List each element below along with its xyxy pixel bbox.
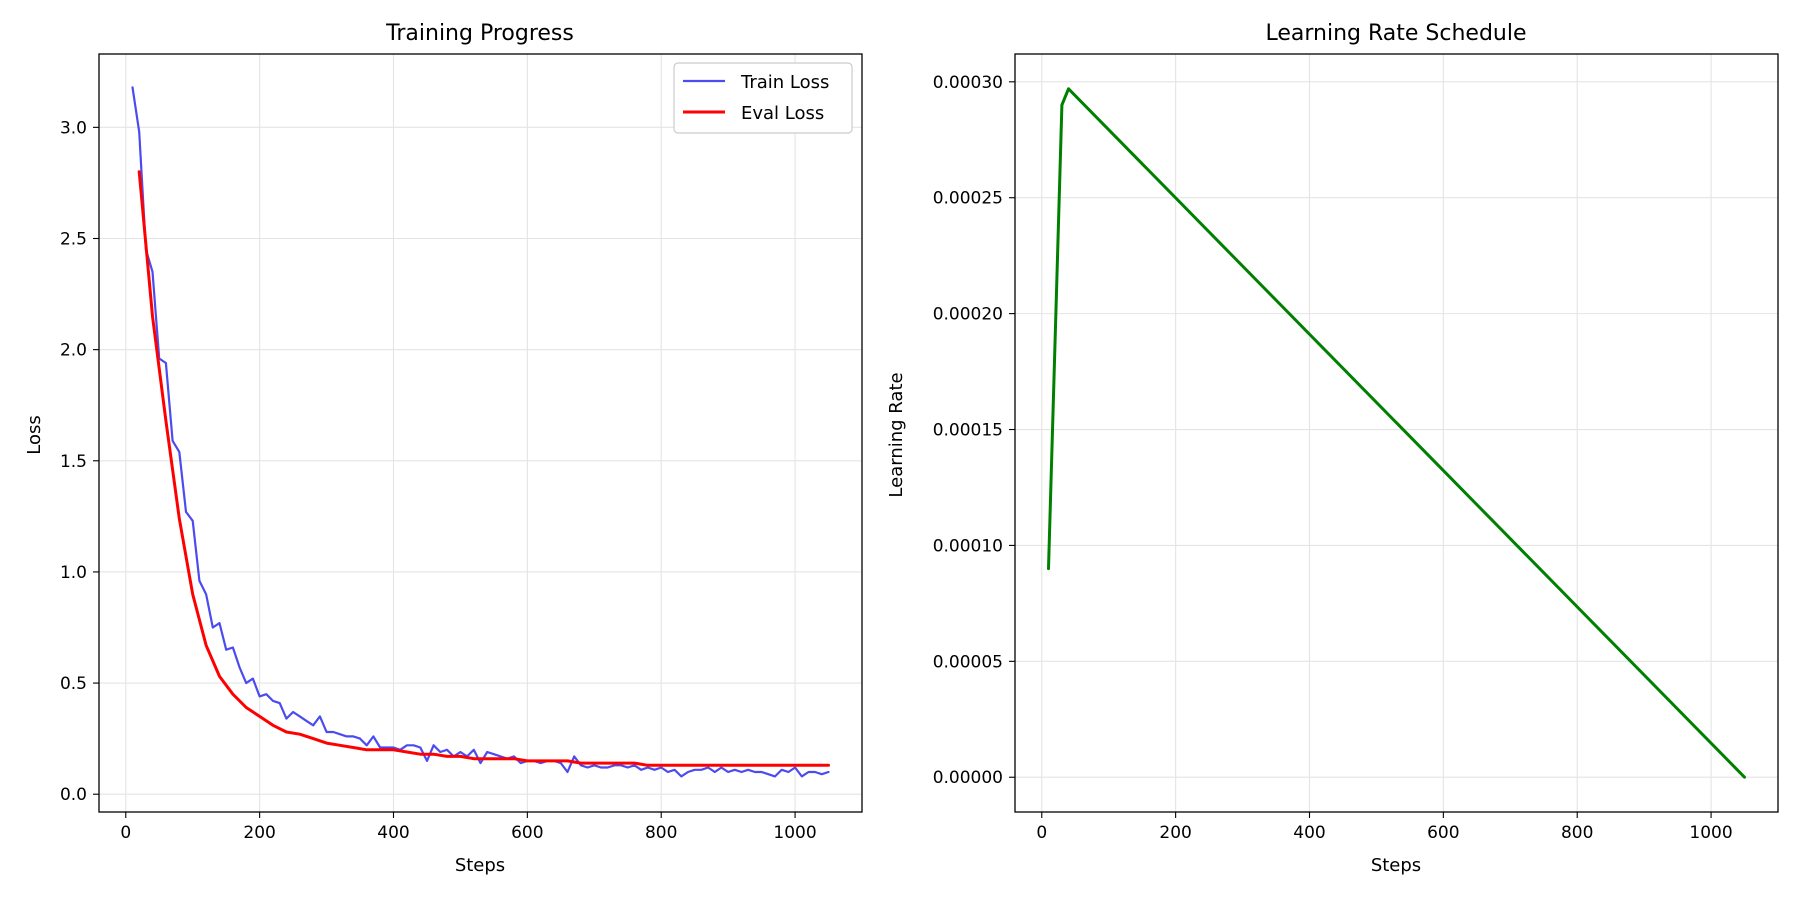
y-axis-label: Loss <box>24 415 45 454</box>
series-line-train-loss <box>131 86 830 778</box>
x-tick-label: 0 <box>120 823 131 843</box>
y-tick-label: 0.00000 <box>933 768 1003 788</box>
y-tick-label: 0.0 <box>60 785 87 805</box>
y-tick-label: 1.5 <box>60 452 87 472</box>
training-progress-chart: Training Progress Steps Loss 0 200 400 600 8… <box>24 21 863 876</box>
axes-frame <box>98 53 863 813</box>
y-tick-label: 0.00005 <box>933 652 1003 672</box>
y-tick-label: 2.5 <box>60 229 87 249</box>
y-tick-label: 3.0 <box>60 118 87 138</box>
y-tick-label: 0.00025 <box>933 189 1003 209</box>
x-tick-label: 0 <box>1036 823 1047 843</box>
legend-label-eval-loss: Eval Loss <box>741 103 824 124</box>
ticks: 0 200 400 600 800 1000 0.0 0.5 1.0 1.5 2.0 2.5 3.0 <box>60 118 817 843</box>
y-tick-label: 0.00015 <box>933 421 1003 441</box>
series-line-eval-loss <box>137 170 830 767</box>
x-axis-label: Steps <box>455 855 505 876</box>
x-tick-label: 600 <box>1427 823 1459 843</box>
x-tick-label: 800 <box>645 823 677 843</box>
plot-area <box>131 86 830 778</box>
x-tick-label: 800 <box>1561 823 1593 843</box>
legend-label-train-loss: Train Loss <box>740 72 829 93</box>
grid <box>1015 54 1778 812</box>
x-axis-label: Steps <box>1371 855 1421 876</box>
axes-frame <box>1014 53 1779 813</box>
chart-title: Learning Rate Schedule <box>1265 21 1526 46</box>
x-tick-label: 600 <box>511 823 543 843</box>
y-tick-label: 2.0 <box>60 341 87 361</box>
legend: Train Loss Eval Loss <box>673 62 853 134</box>
y-axis-label: Learning Rate <box>886 372 907 497</box>
x-tick-label: 200 <box>1159 823 1191 843</box>
y-tick-label: 0.00030 <box>933 73 1003 93</box>
x-tick-label: 400 <box>377 823 409 843</box>
x-tick-label: 1000 <box>773 823 816 843</box>
y-tick-label: 0.00010 <box>933 536 1003 556</box>
x-tick-label: 400 <box>1293 823 1325 843</box>
chart-title: Training Progress <box>385 21 574 46</box>
x-tick-label: 200 <box>243 823 275 843</box>
y-tick-label: 0.5 <box>60 674 87 694</box>
plot-area <box>1047 87 1746 779</box>
learning-rate-schedule-chart: Learning Rate Schedule Steps Learning Ra… <box>886 21 1779 876</box>
y-tick-label: 0.00020 <box>933 305 1003 325</box>
ticks: 0 200 400 600 800 1000 0.00000 0.00005 0.00010 0.… <box>933 73 1733 843</box>
series-line-learning-rate <box>1047 87 1746 779</box>
y-tick-label: 1.0 <box>60 563 87 583</box>
x-tick-label: 1000 <box>1689 823 1732 843</box>
